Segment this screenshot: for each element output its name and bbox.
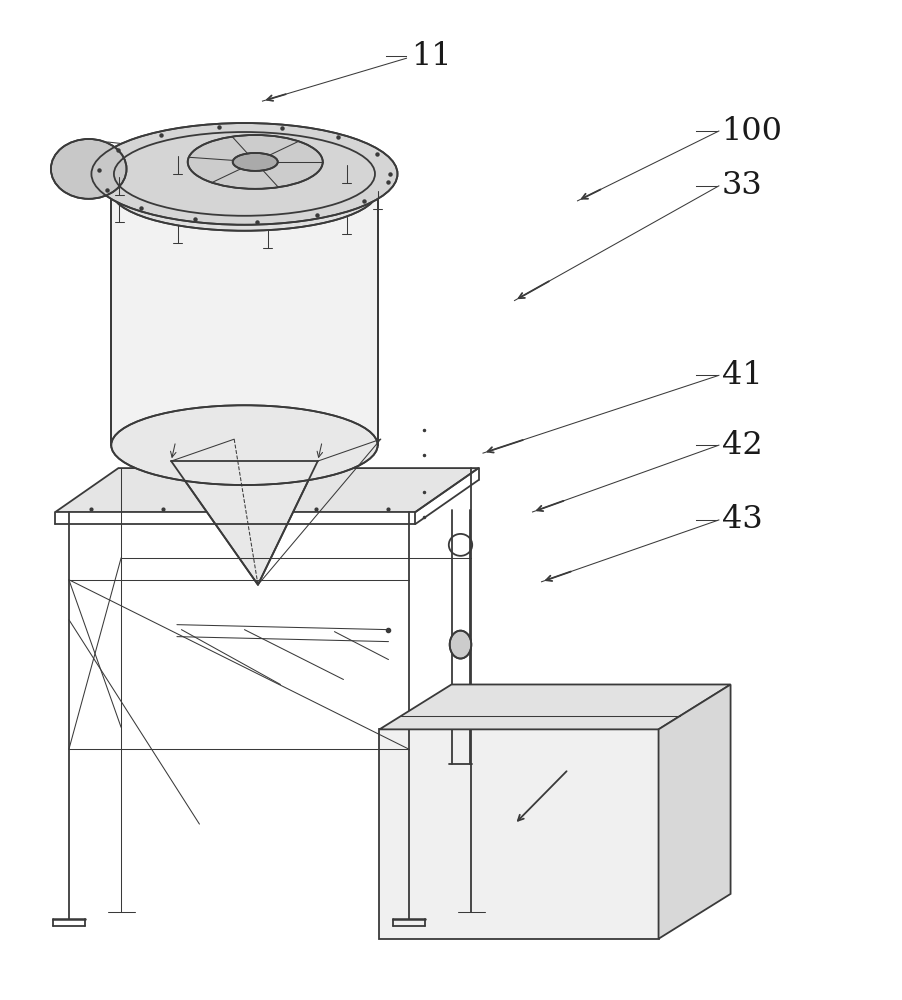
Ellipse shape — [91, 123, 397, 225]
Polygon shape — [55, 468, 478, 512]
Polygon shape — [658, 684, 730, 939]
Text: 33: 33 — [721, 170, 761, 201]
Ellipse shape — [449, 631, 471, 659]
Text: 11: 11 — [410, 41, 451, 72]
Polygon shape — [111, 191, 377, 445]
Text: 41: 41 — [721, 360, 761, 391]
Ellipse shape — [111, 151, 377, 231]
Text: 100: 100 — [721, 116, 782, 147]
Polygon shape — [379, 729, 658, 939]
Polygon shape — [171, 461, 318, 585]
Ellipse shape — [188, 135, 322, 189]
Text: 43: 43 — [721, 504, 761, 535]
Ellipse shape — [51, 139, 126, 199]
Text: 42: 42 — [721, 430, 761, 461]
Ellipse shape — [233, 153, 278, 171]
Ellipse shape — [111, 405, 377, 485]
Polygon shape — [379, 684, 730, 729]
